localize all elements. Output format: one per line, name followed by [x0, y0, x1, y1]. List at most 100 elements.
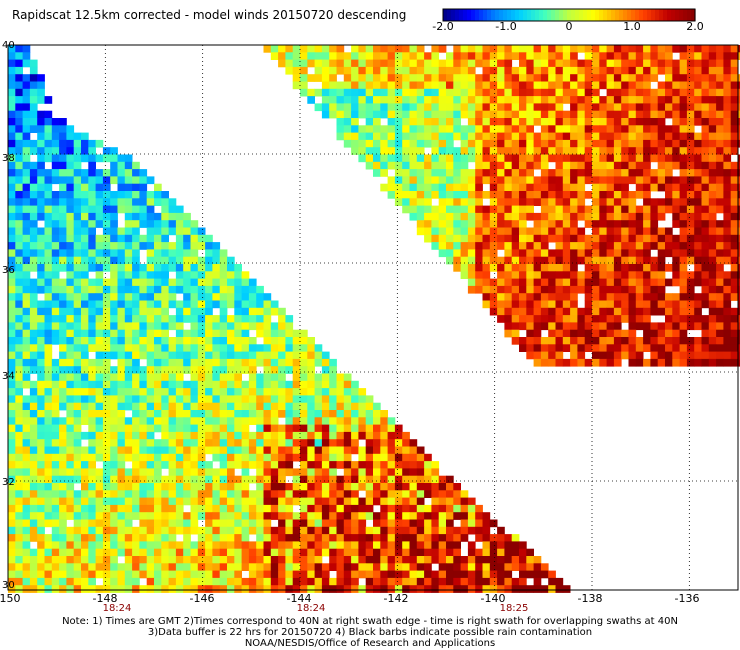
wind-difference-cell [248, 344, 257, 352]
wind-difference-cell [738, 227, 740, 236]
wind-difference-cell [219, 548, 228, 557]
wind-difference-cell [73, 205, 82, 214]
wind-difference-cell [263, 358, 272, 367]
wind-difference-cell [256, 468, 264, 477]
wind-difference-cell [730, 191, 739, 199]
wind-difference-cell [37, 212, 45, 221]
wind-difference-cell [190, 285, 199, 294]
wind-difference-cell [8, 526, 16, 535]
wind-difference-cell [300, 344, 308, 352]
wind-difference-cell [467, 198, 476, 206]
wind-difference-cell [256, 475, 264, 484]
wind-difference-cell [329, 81, 337, 90]
wind-difference-cell [168, 220, 177, 228]
wind-difference-cell [621, 161, 629, 170]
wind-difference-cell [227, 388, 235, 396]
wind-difference-cell [373, 475, 381, 484]
wind-difference-cell [29, 234, 38, 243]
wind-difference-cell [686, 169, 695, 177]
wind-difference-cell [15, 242, 23, 250]
wind-difference-cell [526, 585, 534, 593]
wind-difference-cell [467, 585, 476, 593]
wind-difference-cell [351, 118, 359, 126]
wind-difference-cell [139, 483, 148, 491]
wind-difference-cell [387, 96, 396, 104]
wind-difference-cell [154, 563, 162, 571]
wind-difference-cell [37, 417, 45, 425]
wind-difference-cell [665, 249, 673, 258]
wind-difference-cell [197, 278, 206, 287]
wind-difference-cell [701, 88, 710, 97]
wind-difference-cell [730, 125, 739, 133]
wind-difference-cell [453, 191, 461, 199]
wind-difference-cell [526, 337, 534, 345]
wind-difference-cell [154, 512, 162, 520]
wind-difference-cell [394, 475, 403, 484]
wind-difference-cell [314, 461, 323, 469]
wind-difference-cell [592, 212, 600, 221]
wind-difference-cell [540, 66, 549, 75]
wind-difference-cell [489, 161, 498, 170]
wind-difference-cell [212, 431, 221, 440]
wind-difference-cell [183, 446, 191, 455]
wind-difference-cell [292, 344, 301, 352]
wind-difference-cell [431, 227, 440, 236]
wind-difference-cell [351, 439, 359, 447]
lon-label: -146 [189, 592, 215, 605]
wind-difference-cell [489, 556, 498, 564]
wind-difference-cell [409, 556, 418, 564]
wind-difference-cell [139, 212, 148, 221]
wind-difference-cell [256, 293, 264, 301]
wind-difference-cell [562, 278, 571, 287]
wind-difference-cell [241, 577, 250, 586]
wind-difference-cell [650, 183, 659, 192]
wind-difference-cell [708, 161, 717, 170]
wind-difference-cell [402, 125, 410, 133]
wind-difference-cell [190, 483, 199, 491]
wind-difference-cell [154, 234, 162, 243]
wind-difference-cell [241, 337, 250, 345]
wind-difference-cell [694, 315, 702, 323]
wind-difference-cell [15, 570, 23, 579]
wind-difference-cell [570, 293, 578, 301]
wind-difference-cell [117, 519, 126, 528]
lat-label: 40 [2, 40, 15, 51]
wind-difference-cell [438, 234, 447, 243]
wind-difference-cell [102, 337, 111, 345]
wind-difference-cell [635, 271, 644, 279]
wind-difference-cell [278, 59, 286, 68]
wind-difference-cell [533, 81, 542, 90]
wind-difference-cell [146, 198, 155, 206]
wind-difference-cell [321, 410, 330, 418]
wind-difference-cell [300, 585, 308, 593]
wind-difference-cell [8, 220, 16, 228]
wind-difference-cell [278, 380, 286, 389]
wind-difference-cell [292, 468, 301, 477]
wind-difference-cell [8, 351, 16, 360]
wind-difference-cell [183, 475, 191, 484]
wind-difference-cell [716, 344, 724, 352]
wind-difference-cell [613, 300, 622, 309]
wind-difference-cell [95, 329, 104, 338]
wind-difference-cell [205, 285, 213, 294]
wind-difference-cell [8, 169, 16, 177]
wind-difference-cell [117, 344, 126, 352]
wind-difference-cell [394, 132, 403, 141]
wind-difference-cell [146, 534, 155, 542]
wind-difference-cell [88, 417, 96, 425]
wind-difference-cell [8, 234, 16, 243]
wind-difference-cell [621, 169, 629, 177]
wind-difference-cell [446, 176, 454, 185]
wind-difference-cell [665, 139, 673, 148]
wind-difference-cell [526, 307, 534, 316]
wind-difference-cell [460, 234, 469, 243]
wind-difference-cell [467, 526, 476, 535]
wind-difference-cell [285, 468, 294, 477]
wind-difference-cell [657, 249, 666, 258]
wind-difference-cell [358, 512, 367, 520]
wind-difference-cell [599, 183, 607, 192]
wind-difference-cell [606, 329, 615, 338]
wind-difference-cell [124, 446, 133, 455]
wind-difference-cell [497, 191, 505, 199]
wind-difference-cell [15, 293, 23, 301]
